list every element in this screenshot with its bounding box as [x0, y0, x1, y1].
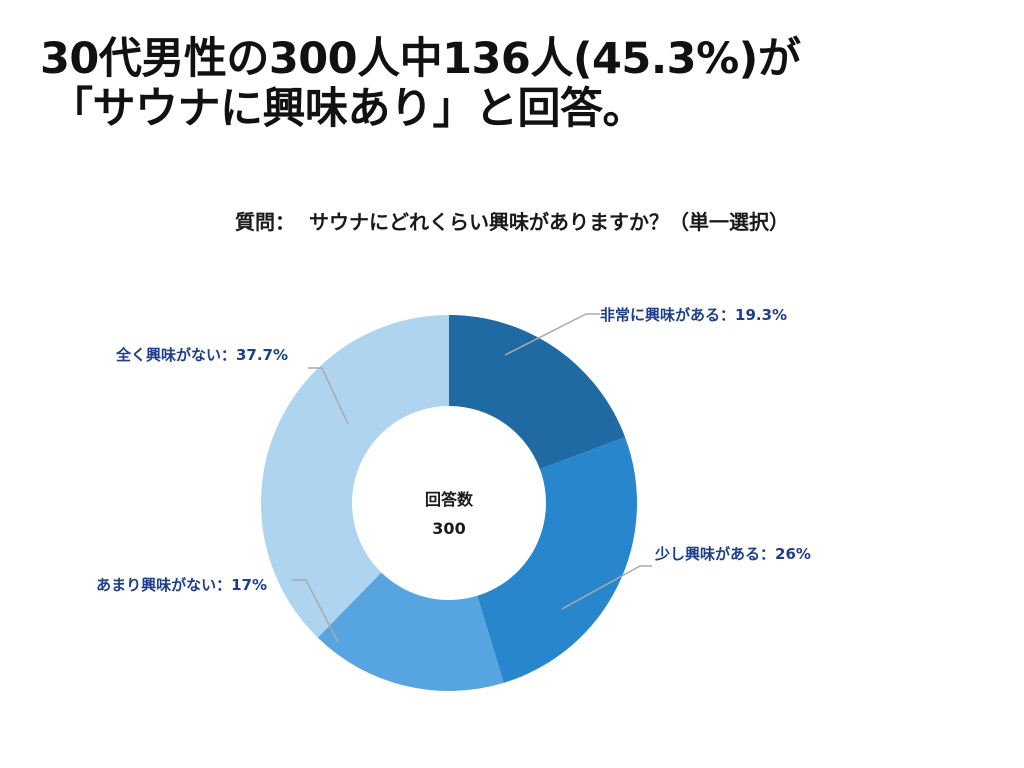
leader-line-very-interested	[504, 313, 600, 356]
slice-somewhat-interested	[477, 437, 637, 683]
question-title: 質問： サウナにどれくらい興味がありますか？（単一選択）	[0, 206, 1024, 235]
slice-very-interested	[449, 315, 626, 469]
center-value: 300	[432, 519, 465, 538]
leader-lines	[292, 313, 652, 643]
slice-not-very-interested	[317, 572, 504, 691]
leader-line-somewhat-interested	[561, 565, 652, 610]
center-label: 回答数	[425, 490, 474, 509]
slice-label-not-very-interested: あまり興味がない：17%	[96, 576, 267, 594]
slice-label-not-interested: 全く興味がない：37.7%	[115, 346, 288, 364]
question-label: 質問：	[235, 210, 295, 234]
leader-line-not-very-interested	[292, 579, 339, 643]
slice-not-interested	[261, 315, 449, 638]
slice-label-somewhat-interested: 少し興味がある：26%	[654, 545, 811, 563]
leader-line-not-interested	[308, 367, 349, 425]
question-text: サウナにどれくらい興味がありますか？（単一選択）	[309, 210, 789, 234]
slice-label-very-interested: 非常に興味がある：19.3%	[600, 306, 787, 324]
headline: 30代男性の300人中136人(45.3%)が 「サウナに興味あり」と回答。	[40, 34, 1000, 134]
slice-labels: 非常に興味がある：19.3% 少し興味がある：26% あまり興味がない：17% 全く興…	[96, 306, 811, 594]
headline-line-2: 「サウナに興味あり」と回答。	[50, 84, 646, 134]
headline-line-1: 30代男性の300人中136人(45.3%)が	[40, 34, 801, 84]
donut-slices	[261, 315, 637, 691]
